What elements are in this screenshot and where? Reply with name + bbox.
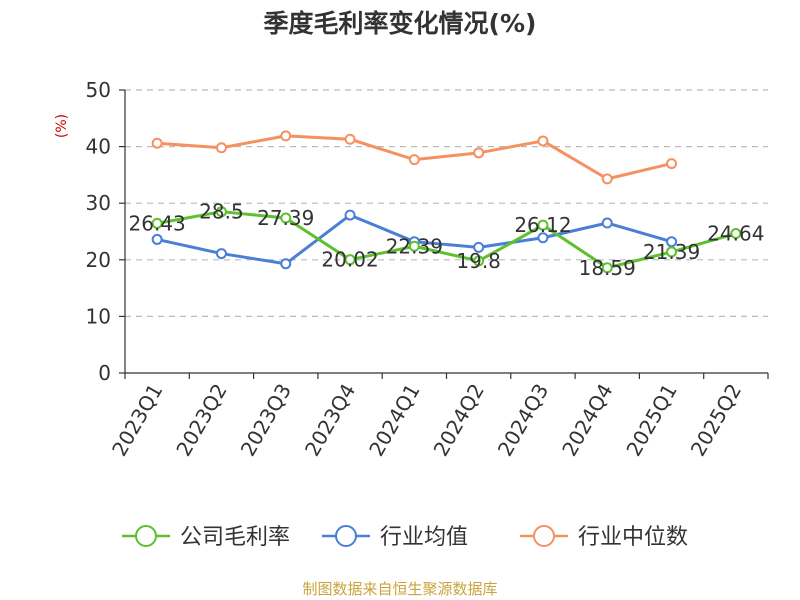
data-label-2023Q1: 26.43	[129, 211, 186, 235]
data-point-公司毛利率	[473, 255, 485, 267]
chart-title: 季度毛利率变化情况(%)	[263, 9, 537, 38]
legend-marker-行业均值	[335, 525, 357, 547]
data-point-行业中位数	[537, 135, 549, 147]
data-point-行业均值	[280, 258, 292, 270]
data-label-2023Q3: 27.39	[257, 206, 314, 230]
data-label-2024Q3: 26.12	[514, 213, 571, 237]
y-tick-label-50: 50	[86, 78, 111, 102]
data-point-公司毛利率	[601, 262, 613, 274]
legend-marker-公司毛利率	[135, 525, 157, 547]
x-tick-label-2024Q1: 2024Q1	[364, 380, 424, 461]
data-point-行业均值	[215, 248, 227, 260]
data-label-2023Q2: 28.5	[199, 200, 244, 224]
y-tick-label-0: 0	[98, 361, 111, 385]
data-point-公司毛利率	[408, 240, 420, 252]
x-tick-label-2025Q2: 2025Q2	[686, 380, 746, 461]
y-tick-label-30: 30	[86, 191, 111, 215]
legend-label-行业中位数: 行业中位数	[578, 525, 688, 550]
legend-label-行业均值: 行业均值	[380, 525, 468, 550]
data-point-公司毛利率	[151, 217, 163, 229]
data-point-公司毛利率	[666, 246, 678, 258]
data-point-行业中位数	[151, 137, 163, 149]
legend-label-公司毛利率: 公司毛利率	[180, 525, 290, 550]
x-tick-label-2023Q3: 2023Q3	[236, 380, 296, 461]
data-point-行业中位数	[215, 142, 227, 154]
data-label-2024Q4: 18.59	[579, 256, 636, 280]
y-tick-label-20: 20	[86, 248, 111, 272]
data-point-公司毛利率	[537, 219, 549, 231]
data-point-行业均值	[537, 232, 549, 244]
data-label-2025Q1: 21.39	[643, 240, 700, 264]
data-point-公司毛利率	[730, 228, 742, 240]
data-point-行业中位数	[473, 147, 485, 159]
data-point-行业均值	[601, 217, 613, 229]
x-tick-label-2023Q4: 2023Q4	[300, 380, 360, 461]
x-tick-label-2023Q2: 2023Q2	[171, 380, 231, 461]
data-label-2025Q2: 24.64	[707, 222, 764, 246]
data-point-公司毛利率	[215, 206, 227, 218]
data-point-行业中位数	[601, 173, 613, 185]
data-point-行业均值	[151, 233, 163, 245]
x-tick-label-2024Q4: 2024Q4	[557, 380, 617, 461]
y-tick-label-40: 40	[86, 135, 111, 159]
data-point-公司毛利率	[344, 254, 356, 266]
data-point-行业中位数	[666, 158, 678, 170]
data-point-公司毛利率	[280, 212, 292, 224]
data-label-2024Q2: 19.8	[456, 249, 501, 273]
series-line-公司毛利率	[156, 210, 737, 270]
data-label-2023Q4: 20.02	[321, 248, 378, 272]
series-group	[151, 130, 742, 274]
data-point-行业均值	[473, 241, 485, 253]
data-point-行业中位数	[408, 154, 420, 166]
x-tick-label-2024Q3: 2024Q3	[493, 380, 553, 461]
data-point-行业均值	[666, 236, 678, 248]
x-tick-label-2025Q1: 2025Q1	[621, 380, 681, 461]
legend-marker-行业中位数	[533, 525, 555, 547]
data-source-note: 制图数据来自恒生聚源数据库	[302, 580, 498, 598]
data-point-行业中位数	[344, 133, 356, 145]
x-tick-label-2023Q1: 2023Q1	[107, 380, 167, 461]
legend: 公司毛利率 行业均值 行业中位数	[122, 525, 688, 550]
y-tick-label-10: 10	[86, 304, 111, 328]
data-point-行业中位数	[280, 130, 292, 142]
data-labels: 26.43 28.5 27.39 20.02 22.39 19.8 26.12 18.59 21…	[129, 200, 765, 280]
x-tick-label-2024Q2: 2024Q2	[429, 380, 489, 461]
data-label-2024Q1: 22.39	[386, 234, 443, 258]
y-axis-unit: (%)	[54, 114, 70, 138]
grid-lines	[125, 89, 768, 317]
data-point-行业均值	[344, 209, 356, 221]
